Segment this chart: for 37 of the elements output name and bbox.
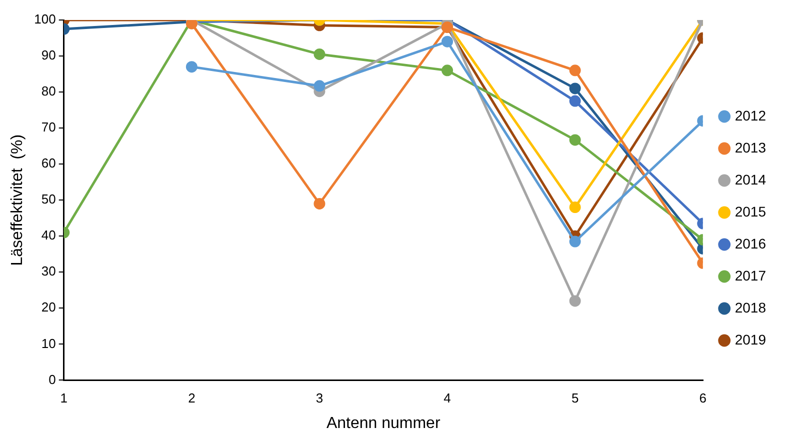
point: [442, 36, 454, 48]
y-tick-label: 100: [34, 12, 56, 27]
y-tick-label: 90: [41, 48, 56, 63]
point: [569, 295, 581, 307]
y-tick-label: 50: [41, 192, 56, 207]
point: [314, 198, 326, 210]
x-tick-label: 2: [188, 390, 196, 406]
legend-label: 2018: [734, 299, 766, 316]
legend-label: 2019: [734, 331, 766, 348]
x-tick-label: 1: [60, 390, 68, 406]
x-tick-label: 6: [699, 390, 706, 406]
point: [569, 64, 581, 76]
y-tick-label: 60: [41, 156, 56, 171]
point: [569, 134, 581, 146]
point: [569, 202, 581, 214]
y-tick-label: 20: [41, 300, 56, 315]
y-tick-label: 40: [41, 228, 56, 243]
point: [442, 64, 454, 76]
y-tick-label: 10: [41, 336, 56, 351]
legend-label: 2013: [734, 139, 766, 156]
legend-label: 2016: [734, 235, 766, 252]
legend-label: 2012: [734, 107, 766, 124]
legend-label: 2014: [734, 171, 766, 188]
x-tick-label: 4: [444, 390, 451, 406]
x-axis-title: Antenn nummer: [326, 414, 441, 432]
point: [314, 48, 326, 60]
y-tick-label: 80: [41, 84, 56, 99]
x-tick-label: 3: [316, 390, 324, 406]
point: [569, 236, 581, 248]
legend-label: 2015: [734, 203, 766, 220]
y-tick-label: 0: [48, 372, 56, 387]
y-axis-title: Läseffektivitet (%): [9, 134, 26, 266]
x-tick-label: 5: [571, 390, 579, 406]
y-tick-label: 30: [41, 264, 56, 279]
point: [314, 80, 326, 92]
legend-label: 2017: [734, 267, 766, 284]
y-tick-label: 70: [41, 120, 56, 135]
